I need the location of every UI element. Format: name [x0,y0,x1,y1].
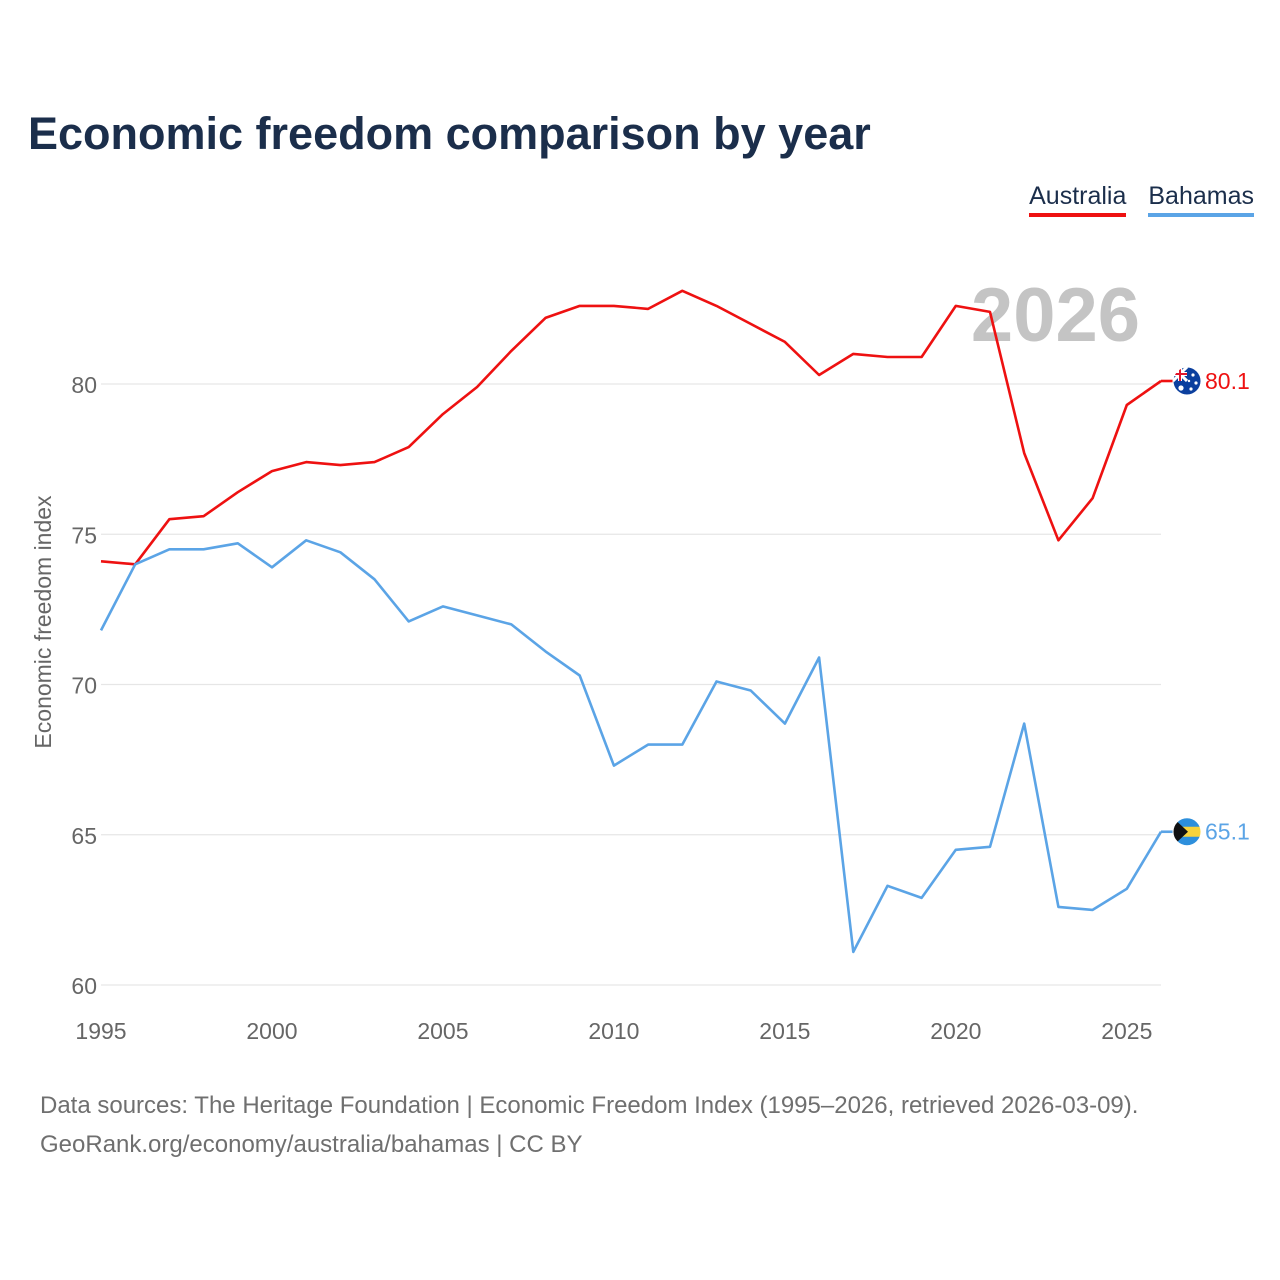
x-tick-label: 2020 [930,1018,981,1044]
y-tick-label: 75 [71,522,97,548]
source-line-1: Data sources: The Heritage Foundation | … [40,1092,1139,1119]
source-line-2: GeoRank.org/economy/australia/bahamas | … [40,1131,583,1158]
legend: Australia Bahamas [1029,182,1254,217]
bahamas-flag-icon [1172,817,1202,847]
y-tick-label: 65 [71,823,97,849]
y-tick-label: 80 [71,372,97,398]
line-chart: 60 65 70 75 80 1995 2000 2005 2010 2015 2020 2025 2… [30,273,1250,1044]
y-axis-label: Economic freedom index [30,495,56,749]
legend-item-australia[interactable]: Australia [1029,182,1127,217]
y-tick-label: 60 [71,973,97,999]
x-tick-label: 2025 [1101,1018,1152,1044]
australia-flag-icon [1172,366,1202,396]
chart-title: Economic freedom comparison by year [28,108,871,159]
x-tick-label: 2015 [759,1018,810,1044]
series-end-value-label: 65.1 [1205,819,1250,845]
source-note: Data sources: The Heritage Foundation | … [40,1086,1138,1164]
y-tick-label: 70 [71,673,97,699]
year-watermark: 2026 [971,273,1140,358]
x-tick-label: 1995 [75,1018,126,1044]
series-end-value-label: 80.1 [1205,368,1250,394]
x-tick-label: 2010 [588,1018,639,1044]
series-line-australia[interactable] [100,289,1162,566]
legend-item-bahamas[interactable]: Bahamas [1148,182,1254,217]
series-line-bahamas[interactable] [99,538,1163,954]
x-tick-label: 2000 [246,1018,297,1044]
x-tick-label: 2005 [417,1018,468,1044]
